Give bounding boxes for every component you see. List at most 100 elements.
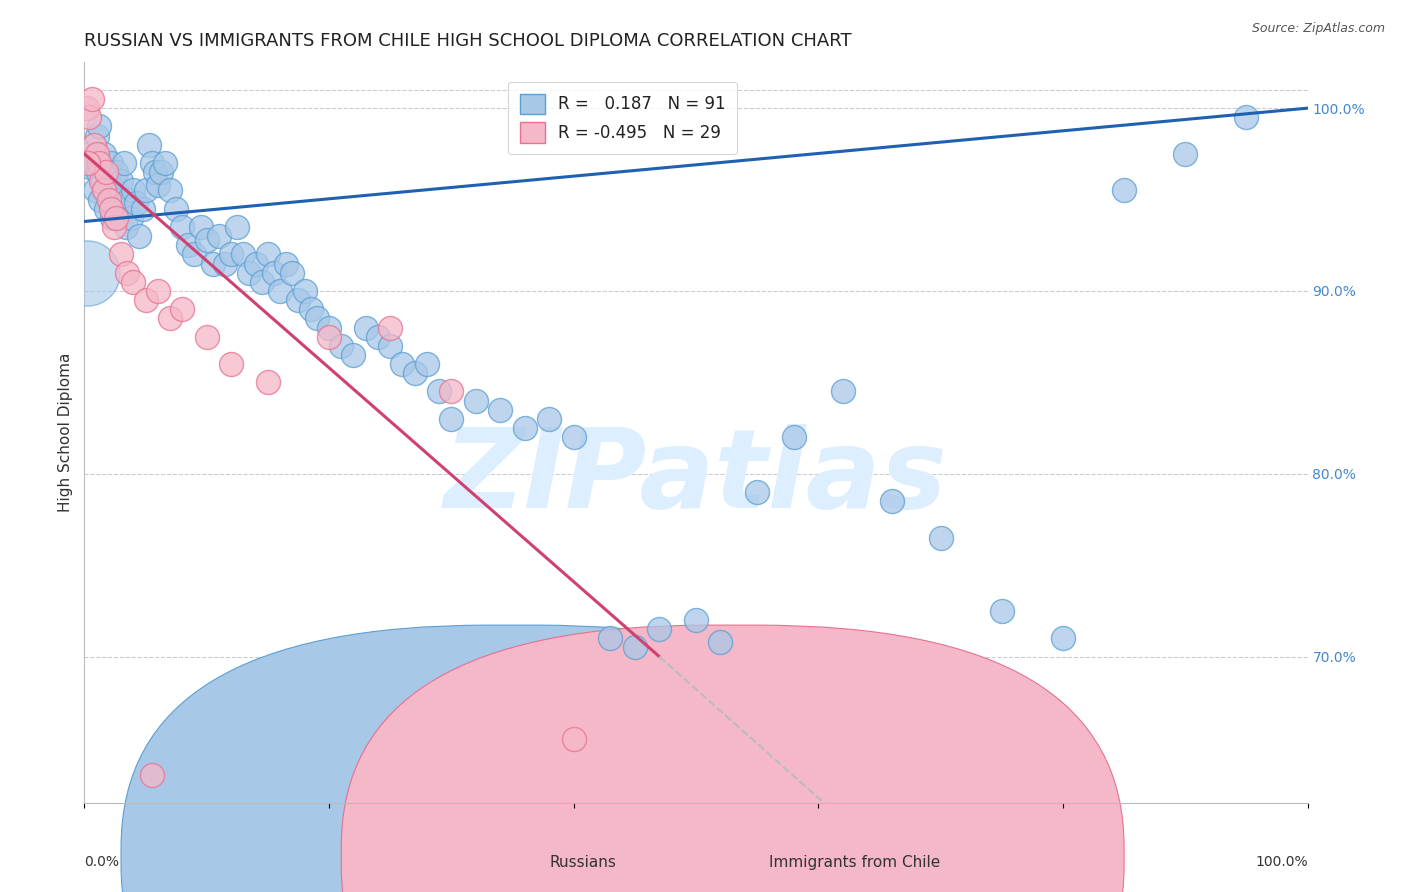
Point [110, 247, 132, 261]
Point [263, 266, 285, 280]
Point [190, 219, 212, 234]
Point [159, 183, 181, 197]
Point [318, 329, 340, 343]
Point [219, 247, 242, 261]
Point [150, 165, 173, 179]
Point [80, 92, 103, 106]
Point [115, 219, 138, 234]
Point [100, 156, 122, 170]
Point [96, 165, 118, 179]
Point [214, 256, 236, 270]
Point [86, 128, 108, 143]
Point [105, 211, 128, 225]
Point [354, 320, 377, 334]
Point [105, 202, 128, 216]
Point [287, 293, 309, 307]
Point [100, 202, 122, 216]
Point [318, 320, 340, 334]
Point [294, 284, 316, 298]
Point [107, 193, 129, 207]
Legend: R =   0.187   N = 91, R = -0.495   N = 29: R = 0.187 N = 91, R = -0.495 N = 29 [508, 82, 737, 154]
Point [1174, 146, 1197, 161]
Point [489, 402, 512, 417]
Text: 0.0%: 0.0% [84, 855, 120, 869]
Text: Source: ZipAtlas.com: Source: ZipAtlas.com [1251, 22, 1385, 36]
Point [138, 137, 160, 152]
Text: ZIPatlas: ZIPatlas [444, 424, 948, 531]
Point [391, 357, 413, 371]
Point [98, 178, 121, 192]
FancyBboxPatch shape [342, 625, 1125, 892]
Point [146, 178, 169, 192]
Point [250, 275, 273, 289]
Point [87, 165, 110, 179]
Point [135, 293, 157, 307]
Point [97, 165, 120, 179]
Point [76, 101, 98, 115]
Point [226, 219, 249, 234]
Point [93, 146, 115, 161]
Point [685, 613, 707, 627]
Point [141, 768, 163, 782]
Point [103, 219, 125, 234]
Point [90, 174, 112, 188]
Point [648, 622, 671, 636]
Point [538, 412, 561, 426]
Point [1052, 632, 1074, 646]
Point [172, 219, 194, 234]
Point [281, 266, 304, 280]
Point [117, 193, 139, 207]
Point [624, 640, 647, 655]
Point [464, 393, 486, 408]
Point [120, 211, 142, 225]
Point [276, 256, 298, 270]
Point [195, 233, 218, 247]
Point [132, 202, 155, 216]
Point [257, 376, 280, 390]
Point [991, 604, 1014, 618]
Point [367, 329, 389, 343]
Point [84, 183, 107, 197]
Point [195, 329, 218, 343]
Point [122, 275, 145, 289]
Point [77, 156, 100, 170]
Point [1114, 183, 1136, 197]
Point [183, 247, 205, 261]
Text: RUSSIAN VS IMMIGRANTS FROM CHILE HIGH SCHOOL DIPLOMA CORRELATION CHART: RUSSIAN VS IMMIGRANTS FROM CHILE HIGH SC… [84, 32, 852, 50]
Point [416, 357, 439, 371]
Point [96, 202, 118, 216]
Point [91, 174, 114, 188]
Point [1236, 110, 1258, 124]
Point [165, 202, 187, 216]
Point [330, 339, 353, 353]
Point [93, 183, 115, 197]
Point [232, 247, 254, 261]
Point [83, 137, 105, 152]
Point [86, 146, 108, 161]
Point [141, 156, 163, 170]
Point [831, 384, 853, 399]
Point [146, 284, 169, 298]
Point [76, 266, 98, 280]
Point [87, 120, 110, 134]
Point [562, 430, 585, 444]
Point [562, 731, 585, 746]
Point [94, 183, 117, 197]
Point [97, 193, 120, 207]
Point [238, 266, 260, 280]
Text: Immigrants from Chile: Immigrants from Chile [769, 855, 941, 870]
Point [105, 165, 128, 179]
Point [257, 247, 280, 261]
Point [929, 531, 952, 545]
Point [219, 357, 242, 371]
Point [599, 632, 621, 646]
Point [104, 183, 127, 197]
Point [380, 320, 402, 334]
Point [440, 384, 463, 399]
Text: 100.0%: 100.0% [1256, 855, 1308, 869]
Point [159, 311, 181, 326]
Point [172, 302, 194, 317]
Point [440, 412, 463, 426]
Point [177, 238, 200, 252]
Point [305, 311, 328, 326]
